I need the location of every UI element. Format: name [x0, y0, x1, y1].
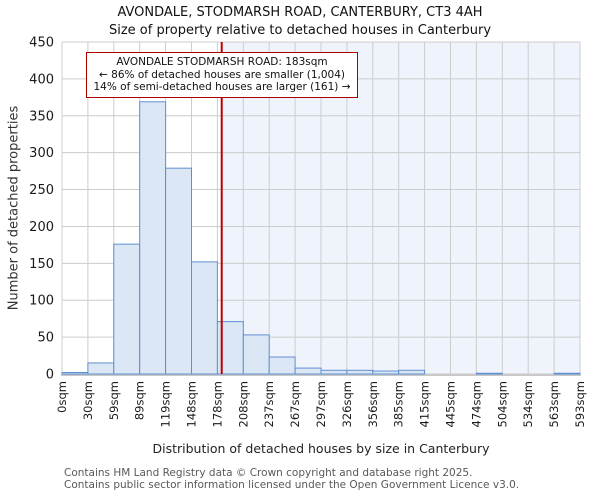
x-tick-label: 30sqm: [81, 381, 95, 420]
y-tick-label: 400: [29, 72, 54, 87]
y-tick-label: 300: [29, 146, 54, 161]
x-tick-label: 297sqm: [314, 381, 328, 427]
y-tick-label: 50: [37, 331, 54, 346]
x-tick-label: 445sqm: [444, 381, 458, 427]
histogram-bar: [191, 261, 218, 375]
histogram-bar: [87, 362, 115, 375]
x-tick-label: 59sqm: [107, 381, 121, 420]
footer-line-2: Contains public sector information licen…: [64, 478, 520, 491]
histogram-bar: [320, 369, 348, 375]
x-tick-label: 119sqm: [159, 381, 173, 427]
chart-subtitle: Size of property relative to detached ho…: [108, 23, 492, 38]
annotation-property-size: AVONDALE STODMARSH ROAD: 183sqm: [116, 56, 328, 68]
x-tick-label: 415sqm: [418, 381, 432, 427]
y-tick-label: 350: [29, 109, 54, 124]
y-tick-label: 0: [46, 368, 54, 383]
histogram-bar: [139, 101, 167, 375]
y-tick-label: 200: [29, 220, 54, 235]
footer-attribution: Contains HM Land Registry data © Crown c…: [64, 467, 594, 491]
histogram-bar: [242, 334, 270, 375]
histogram-bar: [113, 243, 141, 375]
x-tick-label: 148sqm: [185, 381, 199, 427]
chart-title: AVONDALE, STODMARSH ROAD, CANTERBURY, CT…: [117, 5, 483, 20]
histogram-bar: [346, 369, 374, 375]
histogram-plot: 0 50 100 150 200 250 300 350 400 450 0sqm 30sqm 59sq…: [29, 36, 587, 428]
x-tick-label: 356sqm: [366, 381, 380, 427]
x-tick-label: 208sqm: [236, 381, 250, 427]
x-tick-label: 237sqm: [262, 381, 276, 427]
histogram-bar: [475, 372, 503, 375]
histogram-bar: [553, 372, 581, 375]
histogram-bar: [268, 356, 296, 375]
x-tick-label: 267sqm: [288, 381, 302, 427]
x-axis-line: [61, 374, 581, 376]
histogram-bar: [398, 369, 426, 375]
x-tick-label: 593sqm: [573, 381, 587, 427]
histogram-bar: [294, 367, 322, 375]
x-tick-label: 474sqm: [469, 381, 483, 427]
y-tick-label: 100: [29, 294, 54, 309]
x-tick-label: 563sqm: [547, 381, 561, 427]
x-tick-label: 0sqm: [55, 381, 69, 413]
x-tick-label: 326sqm: [340, 381, 354, 427]
marker-annotation-box: AVONDALE STODMARSH ROAD: 183sqm ← 86% of…: [86, 52, 358, 98]
y-tick-label: 150: [29, 257, 54, 272]
y-tick-label: 250: [29, 183, 54, 198]
x-tick-label: 178sqm: [210, 381, 224, 427]
x-tick-label: 385sqm: [392, 381, 406, 427]
x-tick-label: 504sqm: [495, 381, 509, 427]
histogram-bar: [165, 167, 193, 375]
histogram-bar: [61, 372, 89, 375]
x-axis-label: Distribution of detached houses by size …: [152, 441, 490, 456]
x-tick-label: 89sqm: [133, 381, 147, 420]
footer-line-1: Contains HM Land Registry data © Crown c…: [64, 467, 473, 479]
y-axis-label: Number of detached properties: [6, 105, 22, 311]
y-tick-label: 450: [29, 36, 54, 51]
annotation-larger-stat: 14% of semi-detached houses are larger (…: [93, 81, 351, 93]
x-tick-label: 534sqm: [521, 381, 535, 427]
histogram-bar: [372, 370, 400, 375]
annotation-smaller-stat: ← 86% of detached houses are smaller (1,…: [99, 68, 345, 81]
